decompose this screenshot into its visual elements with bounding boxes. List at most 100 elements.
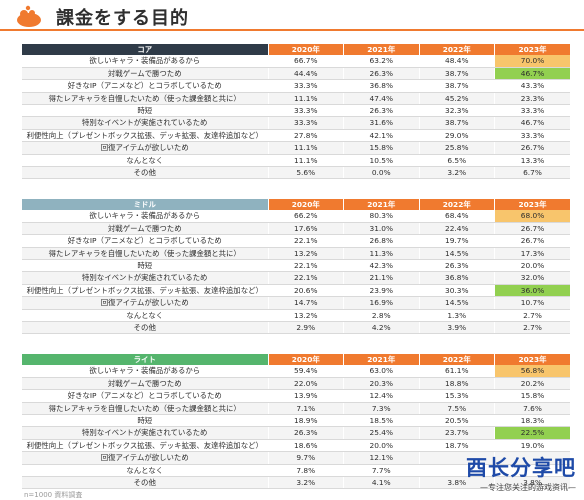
value-cell: 20.0% — [343, 439, 419, 453]
section-label-core: コア — [22, 44, 268, 56]
row-label: 対戦ゲームで勝つため — [22, 67, 268, 81]
year-header: 2021年 — [343, 354, 419, 366]
value-cell: 38.7% — [418, 67, 495, 81]
value-cell: 63.0% — [343, 365, 419, 378]
value-cell: 15.8% — [343, 141, 419, 155]
row-label: 利便性向上（プレゼントボックス拡張、デッキ拡張、友達枠追加など） — [22, 284, 268, 298]
middle-header-row: ミドル 2020年 2021年 2022年 2023年 — [22, 199, 570, 211]
value-cell: 18.5% — [343, 414, 419, 428]
row-label: 回復アイテムが欲しいため — [22, 296, 268, 310]
year-header: 2023年 — [494, 199, 570, 211]
value-cell: 2.7% — [494, 309, 570, 323]
value-cell: 31.0% — [343, 222, 419, 236]
year-header: 2023年 — [494, 354, 570, 366]
row-label: 好きなIP（アニメなど）とコラボしているため — [22, 389, 268, 403]
value-cell: 2.7% — [494, 321, 570, 335]
value-cell: 22.1% — [267, 259, 344, 273]
table-row: 欲しいキャラ・装備品があるから 66.2% 80.3% 68.4% 68.0% — [22, 210, 570, 223]
value-cell: 38.7% — [418, 79, 495, 93]
value-cell: 12.4% — [343, 389, 419, 403]
value-cell: 15.3% — [418, 389, 495, 403]
value-cell: 23.3% — [494, 92, 570, 106]
value-cell: 7.1% — [267, 402, 344, 416]
row-label: 欲しいキャラ・装備品があるから — [22, 210, 268, 223]
row-label: 時短 — [22, 414, 268, 428]
value-cell: 32.3% — [418, 104, 495, 118]
value-cell: 22.5% — [494, 426, 570, 440]
value-cell: 26.7% — [494, 234, 570, 248]
value-cell: 18.9% — [267, 414, 344, 428]
row-label: 特別なイベントが実施されているため — [22, 116, 268, 130]
value-cell: 70.0% — [494, 55, 570, 68]
row-label: 特別なイベントが実施されているため — [22, 271, 268, 285]
table-row: 得たレアキャラを自慢したいため（使った課金額と共に） 11.1% 47.4% 45.2… — [22, 92, 570, 106]
row-label: 時短 — [22, 259, 268, 273]
core-header-row: コア 2020年 2021年 2022年 2023年 — [22, 44, 570, 56]
value-cell: 13.9% — [267, 389, 344, 403]
value-cell: 48.4% — [418, 55, 495, 68]
value-cell: 13.2% — [267, 309, 344, 323]
table-row: 時短 33.3% 26.3% 32.3% 33.3% — [22, 104, 570, 118]
value-cell — [494, 464, 570, 478]
value-cell: 11.1% — [267, 141, 344, 155]
row-label: 欲しいキャラ・装備品があるから — [22, 55, 268, 68]
row-label: 時短 — [22, 104, 268, 118]
table-row: 好きなIP（アニメなど）とコラボしているため 22.1% 26.8% 19.7% 26.… — [22, 234, 570, 248]
value-cell: 42.1% — [343, 129, 419, 143]
title-underline — [0, 29, 584, 31]
value-cell: 0.0% — [343, 166, 419, 180]
value-cell: 3.2% — [267, 476, 344, 490]
value-cell: 38.7% — [418, 116, 495, 130]
value-cell: 6.5% — [418, 154, 495, 168]
value-cell: 44.4% — [267, 67, 344, 81]
value-cell: 7.7% — [343, 464, 419, 478]
footnote: n=1000 資料調査 — [24, 491, 83, 499]
value-cell: 33.3% — [267, 104, 344, 118]
value-cell: 22.0% — [267, 377, 344, 391]
value-cell: 25.4% — [343, 426, 419, 440]
table-row: 利便性向上（プレゼントボックス拡張、デッキ拡張、友達枠追加など） 18.6% 20.… — [22, 439, 570, 453]
value-cell: 18.7% — [418, 439, 495, 453]
value-cell: 7.3% — [343, 402, 419, 416]
row-label: 対戦ゲームで勝つため — [22, 377, 268, 391]
year-header: 2022年 — [418, 199, 495, 211]
value-cell: 11.3% — [343, 247, 419, 261]
value-cell: 13.2% — [267, 247, 344, 261]
value-cell: 2.8% — [343, 309, 419, 323]
value-cell: 23.9% — [343, 284, 419, 298]
value-cell: 14.7% — [267, 296, 344, 310]
value-cell: 7.8% — [267, 464, 344, 478]
light-header-row: ライト 2020年 2021年 2022年 2023年 — [22, 354, 570, 366]
year-header: 2020年 — [267, 199, 344, 211]
table-row: なんとなく 7.8% 7.7% — [22, 464, 570, 478]
value-cell: 14.5% — [418, 247, 495, 261]
table-row: 時短 18.9% 18.5% 20.5% 18.3% — [22, 414, 570, 428]
table-row: 対戦ゲームで勝つため 22.0% 20.3% 18.8% 20.2% — [22, 377, 570, 391]
value-cell: 7.5% — [418, 402, 495, 416]
value-cell: 33.3% — [267, 79, 344, 93]
middle-table: ミドル 2020年 2021年 2022年 2023年 欲しいキャラ・装備品があ… — [22, 199, 570, 335]
value-cell: 11.1% — [267, 92, 344, 106]
value-cell: 4.2% — [343, 321, 419, 335]
core-table: コア 2020年 2021年 2022年 2023年 欲しいキャラ・装備品がある… — [22, 44, 570, 180]
light-table: ライト 2020年 2021年 2022年 2023年 欲しいキャラ・装備品があ… — [22, 354, 570, 490]
orange-blob-logo-icon — [17, 5, 41, 27]
value-cell: 26.7% — [494, 141, 570, 155]
value-cell: 26.3% — [418, 259, 495, 273]
row-label: 好きなIP（アニメなど）とコラボしているため — [22, 234, 268, 248]
row-label: 欲しいキャラ・装備品があるから — [22, 365, 268, 378]
value-cell: 22.1% — [267, 234, 344, 248]
value-cell: 33.3% — [494, 129, 570, 143]
value-cell: 56.8% — [494, 365, 570, 378]
year-header: 2021年 — [343, 44, 419, 56]
value-cell: 22.1% — [267, 271, 344, 285]
value-cell: 43.3% — [494, 79, 570, 93]
watermark-main: 酉长分享吧 — [466, 456, 576, 480]
watermark-sub: —专注您关注的游戏资讯— — [480, 483, 576, 492]
value-cell: 18.3% — [494, 414, 570, 428]
value-cell: 36.0% — [494, 284, 570, 298]
value-cell: 11.1% — [267, 154, 344, 168]
table-row: その他 5.6% 0.0% 3.2% 6.7% — [22, 166, 570, 180]
value-cell — [494, 451, 570, 465]
value-cell: 12.1% — [343, 451, 419, 465]
